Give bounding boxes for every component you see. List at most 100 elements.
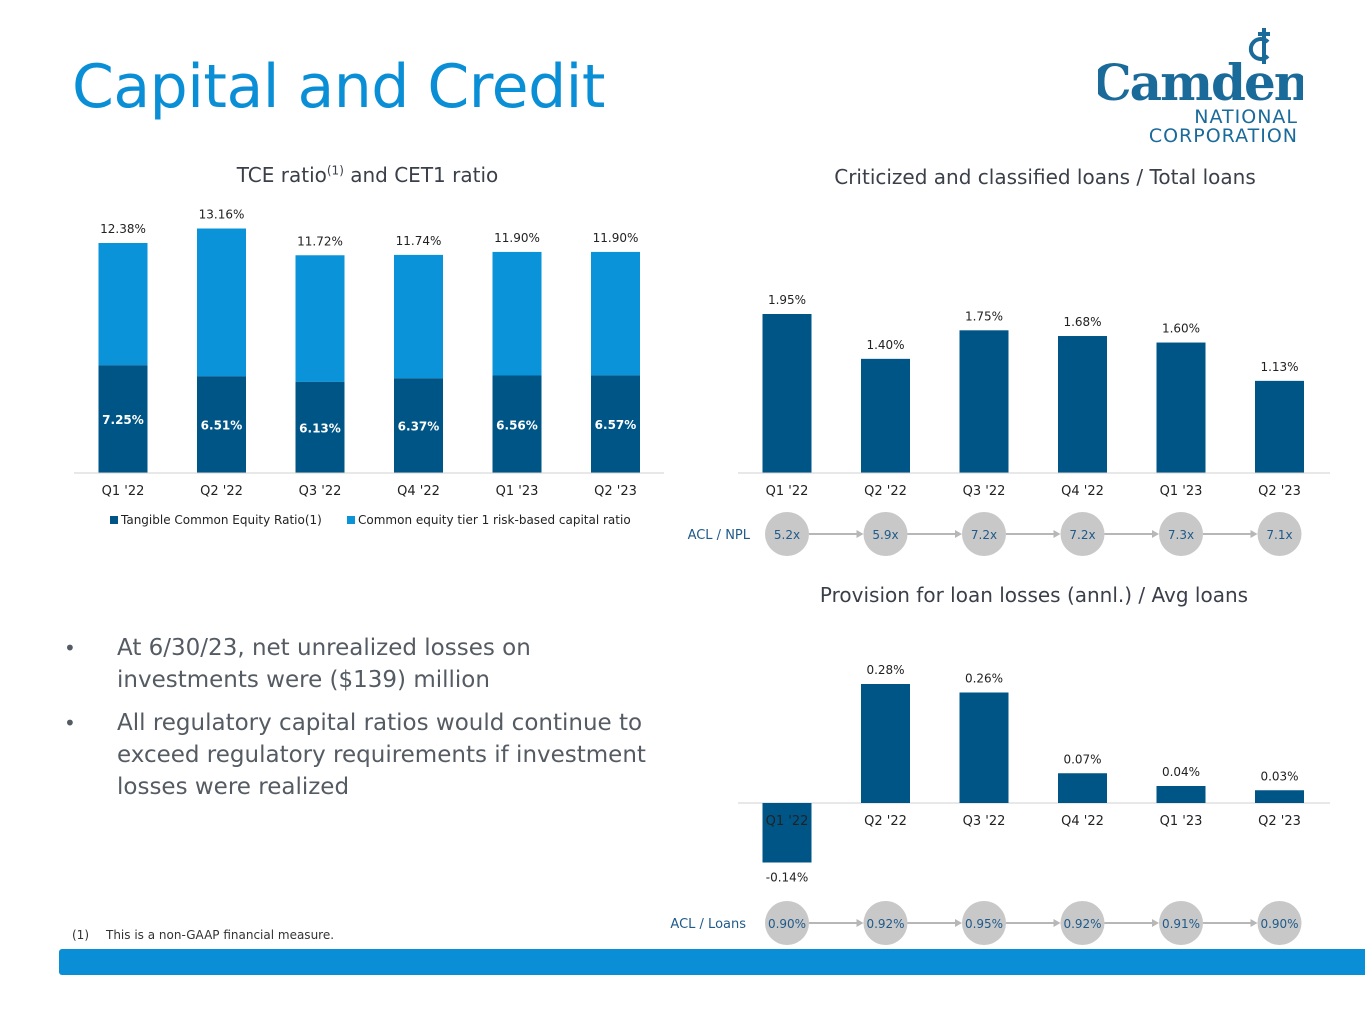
provision-bar [1255, 790, 1304, 803]
tce-bar [98, 365, 148, 473]
arrow-head [856, 919, 864, 927]
footer-bar [59, 949, 1365, 975]
provision-chart-title: Provision for loan losses (annl.) / Avg … [819, 583, 1249, 607]
bar-data-label: 1.13% [1260, 360, 1298, 374]
bar-data-label: 1.40% [866, 338, 904, 352]
annotation-value: 7.2x [1069, 528, 1095, 542]
cet1-bar [197, 228, 246, 377]
annotation-value: 0.90% [768, 917, 806, 931]
cet1-data-label: 11.72% [297, 234, 343, 248]
bar-data-label: -0.14% [766, 871, 808, 885]
bar-data-label: 1.60% [1162, 322, 1200, 336]
annotation-value: 0.90% [1260, 917, 1298, 931]
bar-data-label: 0.26% [965, 672, 1003, 686]
annotation-circle [1257, 512, 1302, 556]
x-tick-label: Q2 '23 [594, 484, 637, 499]
annotation-circle [765, 901, 809, 945]
legend-label-cet1: Common equity tier 1 risk-based capital … [358, 513, 631, 527]
criticized-bar [1255, 380, 1304, 473]
x-tick-label: Q3 '22 [299, 484, 342, 499]
cet1-bar [591, 251, 640, 376]
bar-data-label: 0.28% [866, 663, 904, 677]
provision-bar [1058, 773, 1107, 803]
criticized-bar [861, 358, 910, 473]
cet1-bar [295, 255, 345, 382]
tce-bar [492, 375, 542, 473]
x-tick-label: Q2 '22 [200, 484, 243, 499]
arrow-head [1053, 919, 1061, 927]
tce-chart-title: TCE ratio(1) and CET1 ratio [236, 163, 499, 187]
annotation-value: 0.95% [965, 917, 1003, 931]
x-tick-label: Q2 '23 [1258, 814, 1301, 829]
x-tick-label: Q1 '22 [766, 814, 809, 829]
arrow-head [1152, 919, 1159, 927]
tce-data-label: 6.56% [496, 418, 538, 432]
x-tick-label: Q1 '23 [496, 484, 539, 499]
bar-data-label: 1.75% [965, 309, 1003, 323]
arrow-head [1250, 530, 1258, 538]
cet1-bar [394, 254, 443, 379]
tce-bar [197, 376, 246, 473]
bullet-item: • All regulatory capital ratios would con… [64, 710, 646, 800]
provision-bar [861, 684, 910, 803]
annotation-circle [1060, 512, 1105, 556]
x-tick-label: Q3 '22 [963, 814, 1006, 829]
x-tick-label: Q1 '23 [1160, 484, 1203, 499]
x-tick-label: Q1 '22 [766, 484, 809, 499]
x-tick-label: Q4 '22 [397, 484, 440, 499]
x-tick-label: Q3 '22 [963, 484, 1006, 499]
company-logo: Camden NATIONAL CORPORATION [1098, 28, 1303, 147]
x-tick-label: Q1 '23 [1160, 814, 1203, 829]
legend-swatch-tce [110, 516, 118, 524]
annotation-circle [1159, 901, 1203, 945]
bar-data-label: 0.07% [1063, 752, 1101, 766]
provision-bar [1156, 786, 1206, 803]
cet1-bar [492, 251, 542, 376]
annotation-circle [962, 901, 1006, 945]
criticized-bar [959, 330, 1009, 473]
arrow-head [955, 530, 962, 538]
footnote: (1) This is a non-GAAP financial measure. [72, 928, 335, 942]
arrow-head [1152, 530, 1159, 538]
annotation-value: 5.9x [872, 528, 898, 542]
annotation-circle [1257, 901, 1302, 945]
tce-bar [295, 381, 345, 473]
bar-data-label: 1.95% [768, 293, 806, 307]
logo-wordmark: Camden [1098, 53, 1303, 112]
annotation-circle [1159, 512, 1203, 556]
bar-data-label: 0.04% [1162, 765, 1200, 779]
arrow-head [856, 530, 864, 538]
tce-bar [591, 375, 640, 473]
x-tick-label: Q4 '22 [1061, 484, 1104, 499]
cet1-data-label: 11.74% [396, 234, 442, 248]
annotation-circle [1060, 901, 1105, 945]
annotation-circle [863, 901, 908, 945]
annotation-value: 7.3x [1168, 528, 1194, 542]
cet1-data-label: 11.90% [593, 231, 639, 245]
arrow-head [1250, 919, 1258, 927]
logo-line-national: NATIONAL [1194, 106, 1298, 128]
x-tick-label: Q2 '22 [864, 814, 907, 829]
annotation-value: 0.92% [866, 917, 904, 931]
logo-line-corporation: CORPORATION [1149, 125, 1298, 147]
x-tick-label: Q2 '23 [1258, 484, 1301, 499]
bar-data-label: 1.68% [1063, 315, 1101, 329]
cet1-data-label: 11.90% [494, 231, 540, 245]
tce-data-label: 7.25% [102, 413, 144, 427]
tce-data-label: 6.13% [299, 421, 341, 435]
x-tick-label: Q2 '22 [864, 484, 907, 499]
bar-data-label: 0.03% [1260, 769, 1298, 783]
annotation-value: 0.92% [1063, 917, 1101, 931]
bullet-item: • At 6/30/23, net unrealized losses on in… [64, 635, 531, 693]
arrow-head [955, 919, 962, 927]
cet1-data-label: 12.38% [100, 222, 146, 236]
x-tick-label: Q4 '22 [1061, 814, 1104, 829]
annotation-value: 0.91% [1162, 917, 1200, 931]
annotation-value: 7.2x [971, 528, 997, 542]
x-tick-label: Q1 '22 [102, 484, 145, 499]
annotation-value: 5.2x [774, 528, 800, 542]
cet1-data-label: 13.16% [199, 208, 245, 222]
criticized-bar [762, 314, 812, 473]
criticized-bar [1058, 336, 1107, 473]
